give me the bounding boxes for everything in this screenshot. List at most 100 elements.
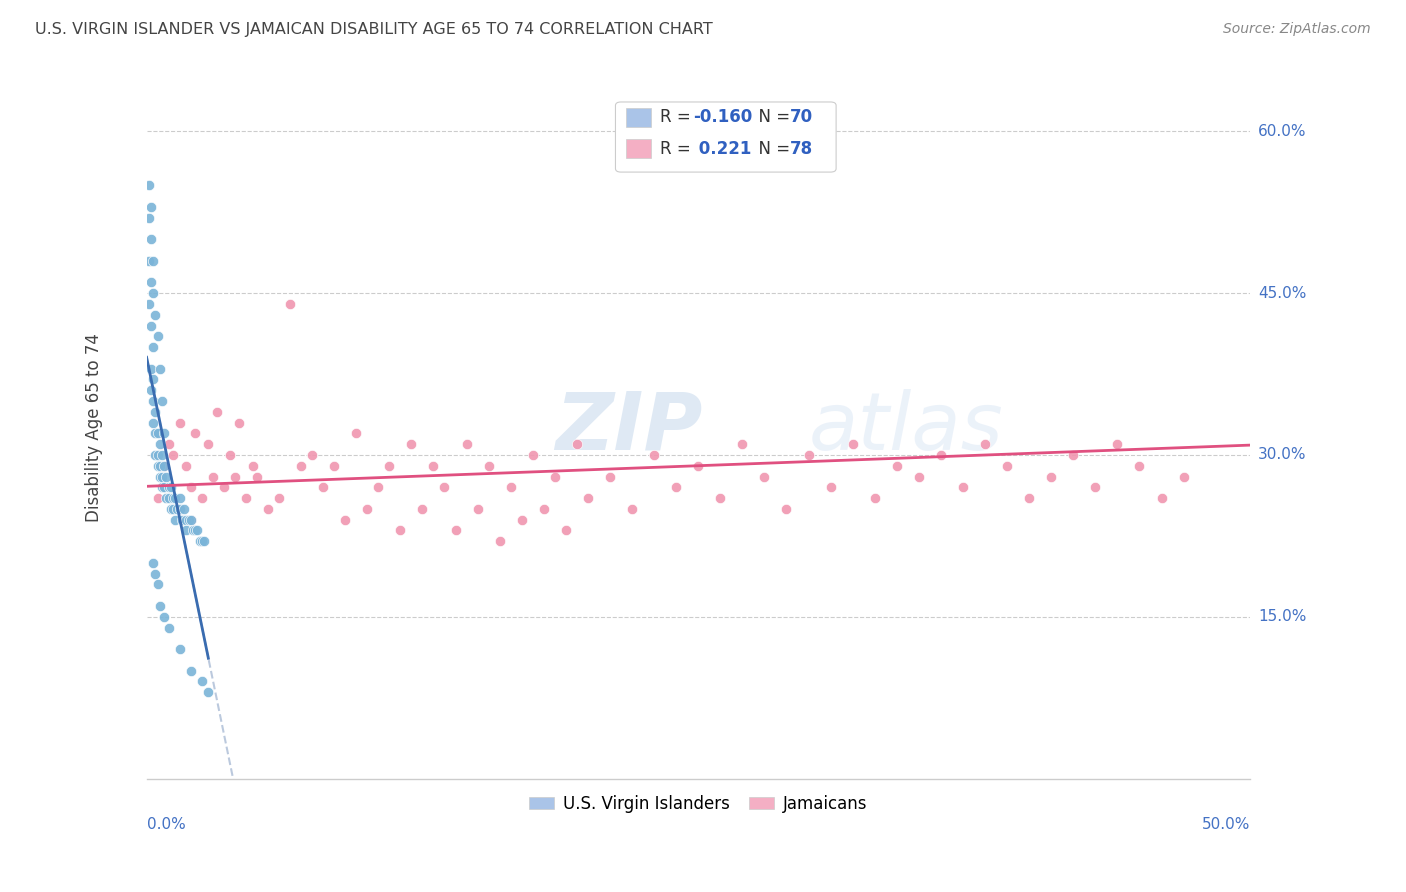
Point xyxy=(153,458,176,473)
Point xyxy=(599,469,621,483)
Point xyxy=(142,416,165,430)
FancyBboxPatch shape xyxy=(616,102,837,172)
Text: ZIP: ZIP xyxy=(555,389,702,467)
Point xyxy=(150,394,173,409)
Point xyxy=(335,513,357,527)
Bar xyxy=(627,139,651,158)
Point xyxy=(155,491,177,505)
Point xyxy=(191,491,214,505)
Point xyxy=(142,394,165,409)
Point xyxy=(1040,469,1063,483)
Point xyxy=(139,276,162,290)
Point xyxy=(160,501,183,516)
Point xyxy=(257,501,280,516)
Point xyxy=(197,437,219,451)
Point xyxy=(139,361,162,376)
Point xyxy=(193,534,215,549)
Text: 0.0%: 0.0% xyxy=(146,817,186,832)
Point xyxy=(155,469,177,483)
Point xyxy=(176,513,198,527)
Point xyxy=(219,448,242,462)
Point xyxy=(775,501,797,516)
Point xyxy=(665,480,688,494)
Text: R =: R = xyxy=(659,109,696,127)
Point xyxy=(165,491,187,505)
Point xyxy=(145,448,167,462)
Point xyxy=(169,501,191,516)
Point xyxy=(157,491,180,505)
Point xyxy=(186,524,208,538)
Text: N =: N = xyxy=(748,140,796,158)
Point xyxy=(145,405,167,419)
Point xyxy=(138,253,160,268)
Point xyxy=(1062,448,1084,462)
Text: 50.0%: 50.0% xyxy=(1202,817,1250,832)
Text: Disability Age 65 to 74: Disability Age 65 to 74 xyxy=(84,334,103,523)
Point xyxy=(145,566,167,581)
Point xyxy=(145,426,167,441)
Point xyxy=(1173,469,1195,483)
Point xyxy=(952,480,974,494)
Point xyxy=(169,491,191,505)
Point xyxy=(1107,437,1129,451)
Point xyxy=(544,469,567,483)
Point xyxy=(191,674,214,689)
Point xyxy=(142,253,165,268)
Point xyxy=(1084,480,1107,494)
Text: 30.0%: 30.0% xyxy=(1258,448,1306,462)
Point xyxy=(146,448,169,462)
Text: 45.0%: 45.0% xyxy=(1258,285,1306,301)
Point xyxy=(191,534,214,549)
Point xyxy=(162,501,184,516)
Point xyxy=(533,501,555,516)
Point xyxy=(1150,491,1173,505)
Point xyxy=(138,178,160,193)
Point xyxy=(522,448,544,462)
Point xyxy=(820,480,842,494)
Point xyxy=(499,480,522,494)
Point xyxy=(139,200,162,214)
Point xyxy=(197,685,219,699)
Point xyxy=(157,480,180,494)
Point xyxy=(180,664,202,678)
Point xyxy=(433,480,456,494)
Point xyxy=(312,480,335,494)
Point xyxy=(510,513,533,527)
Point xyxy=(145,308,167,322)
Point xyxy=(169,642,191,657)
Point xyxy=(166,501,188,516)
Point xyxy=(176,524,198,538)
Point xyxy=(478,458,501,473)
Text: 15.0%: 15.0% xyxy=(1258,609,1306,624)
Point xyxy=(138,211,160,225)
Point xyxy=(974,437,997,451)
Point xyxy=(797,448,820,462)
Point xyxy=(224,469,246,483)
Point xyxy=(153,458,176,473)
Point xyxy=(212,480,235,494)
Point xyxy=(643,448,665,462)
Point xyxy=(146,458,169,473)
Text: -0.160: -0.160 xyxy=(693,109,752,127)
Point xyxy=(554,524,576,538)
Point xyxy=(621,501,644,516)
Point xyxy=(153,426,176,441)
Text: 0.221: 0.221 xyxy=(693,140,751,158)
Point xyxy=(301,448,323,462)
Point xyxy=(169,416,191,430)
Point xyxy=(378,458,401,473)
Point xyxy=(411,501,433,516)
Point xyxy=(170,513,193,527)
Point xyxy=(173,501,195,516)
Point xyxy=(205,405,228,419)
Point xyxy=(422,458,444,473)
Point xyxy=(344,426,367,441)
Text: 78: 78 xyxy=(790,140,813,158)
Point xyxy=(150,469,173,483)
Point xyxy=(142,340,165,354)
Point xyxy=(138,297,160,311)
Text: Source: ZipAtlas.com: Source: ZipAtlas.com xyxy=(1223,22,1371,37)
Point xyxy=(177,513,200,527)
Point xyxy=(180,513,202,527)
Point xyxy=(863,491,886,505)
